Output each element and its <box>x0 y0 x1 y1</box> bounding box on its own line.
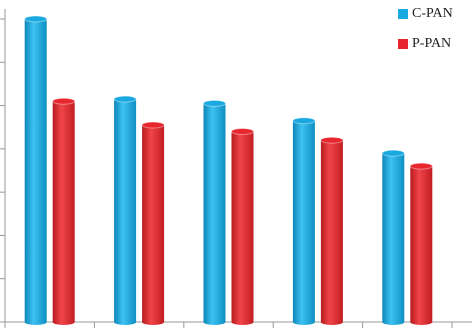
bar-base <box>292 319 315 325</box>
legend-label: P-PAN <box>412 36 451 51</box>
bar-base <box>24 319 47 325</box>
legend-label: C-PAN <box>412 6 453 21</box>
bar <box>52 101 75 322</box>
bar <box>114 99 137 322</box>
bar-base <box>231 319 254 325</box>
bar-top <box>24 15 48 23</box>
bar-top <box>113 95 137 103</box>
bar-base <box>52 319 75 325</box>
bar <box>292 120 315 322</box>
legend-swatch <box>398 39 408 49</box>
bar-top <box>52 97 76 105</box>
legend-swatch <box>398 9 408 19</box>
bar-top <box>409 162 433 170</box>
bar-base <box>203 319 226 325</box>
bar-base <box>320 319 343 325</box>
bar-top <box>292 117 316 125</box>
bar-top <box>231 128 254 136</box>
bar-base <box>410 319 433 325</box>
bar-top <box>203 99 226 107</box>
bar <box>142 125 165 322</box>
bar-top <box>381 149 405 157</box>
bar <box>24 19 47 322</box>
bar <box>320 140 343 322</box>
bar-base <box>142 319 165 325</box>
bar <box>410 166 433 322</box>
bar-top <box>320 136 344 144</box>
bar-base <box>114 319 137 325</box>
bar <box>231 131 254 322</box>
bar-base <box>382 319 405 325</box>
bar <box>203 103 226 323</box>
bar-top <box>141 121 165 129</box>
bar <box>382 153 405 322</box>
